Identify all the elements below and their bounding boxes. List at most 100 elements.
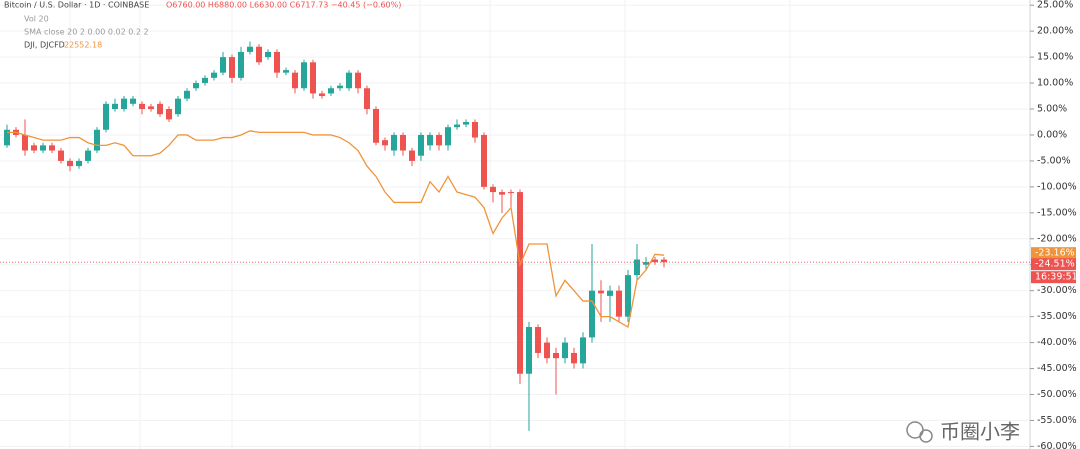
candle-body bbox=[346, 72, 352, 89]
candle-body bbox=[445, 127, 451, 146]
candle-body bbox=[391, 134, 397, 151]
candle-body bbox=[661, 259, 667, 263]
y-tick-label: -20.00% bbox=[1037, 233, 1077, 244]
candle-body bbox=[283, 70, 289, 73]
candle-body bbox=[67, 160, 73, 167]
candle-body bbox=[121, 98, 127, 110]
candle-body bbox=[535, 327, 541, 353]
candle-body bbox=[103, 103, 109, 130]
y-tick-label: -5.00% bbox=[1037, 155, 1071, 166]
y-tick-label: 10.00% bbox=[1037, 78, 1073, 89]
candle-body bbox=[274, 51, 280, 73]
candle-body bbox=[616, 290, 622, 317]
candle-body bbox=[337, 85, 343, 89]
candle-body bbox=[643, 262, 649, 265]
candle-body bbox=[571, 352, 577, 364]
candle-body bbox=[202, 77, 208, 84]
candle-body bbox=[157, 103, 163, 115]
candle-body bbox=[427, 134, 433, 146]
candle-body bbox=[265, 51, 271, 58]
y-tick-label: 25.00% bbox=[1037, 0, 1073, 11]
y-tick-label: -55.00% bbox=[1037, 415, 1077, 426]
candle-body bbox=[166, 109, 172, 120]
candle-body bbox=[139, 103, 145, 110]
candle-body bbox=[211, 72, 217, 78]
candle-body bbox=[328, 88, 334, 94]
candle-body bbox=[481, 134, 487, 187]
candle-body bbox=[229, 57, 235, 78]
candle-body bbox=[598, 290, 604, 294]
y-tick-label: -50.00% bbox=[1037, 389, 1077, 400]
candle-body bbox=[526, 327, 532, 374]
legend-dji-value: 22552.18 bbox=[64, 41, 102, 50]
candle-body bbox=[400, 134, 406, 151]
candle-body bbox=[292, 72, 298, 89]
y-tick-label: -60.00% bbox=[1037, 441, 1077, 449]
vertical-grid bbox=[69, 0, 791, 449]
candle-body bbox=[238, 51, 244, 78]
candle-body bbox=[193, 83, 199, 89]
y-tick-label: 0.00% bbox=[1037, 129, 1067, 140]
candle-body bbox=[499, 192, 505, 195]
price-label: -23.16% bbox=[1035, 248, 1075, 259]
candle-body bbox=[634, 259, 640, 276]
legend-dji: DJI, DJCFD bbox=[24, 41, 65, 50]
time-chip bbox=[1031, 271, 1076, 284]
y-tick-label: -30.00% bbox=[1037, 285, 1077, 296]
candle-body bbox=[652, 259, 658, 263]
candle-body bbox=[40, 145, 46, 151]
candle-body bbox=[301, 62, 307, 89]
candle-body bbox=[409, 150, 415, 161]
y-tick-label: -15.00% bbox=[1037, 207, 1077, 218]
y-tick-label: 5.00% bbox=[1037, 104, 1067, 115]
candle-body bbox=[175, 98, 181, 115]
candle-body bbox=[112, 103, 118, 110]
candle-body bbox=[247, 46, 253, 52]
candle-body bbox=[31, 145, 37, 151]
y-tick-label: -45.00% bbox=[1037, 363, 1077, 374]
candle-body bbox=[355, 72, 361, 89]
candle-body bbox=[184, 90, 190, 99]
indicator-sma: SMA close 20 2 0.00 0.02 0.2 2 bbox=[24, 28, 149, 37]
candle-body bbox=[49, 145, 55, 151]
candle-body bbox=[589, 290, 595, 338]
candle-body bbox=[508, 192, 514, 194]
candle-body bbox=[130, 98, 136, 104]
y-tick-label: -40.00% bbox=[1037, 337, 1077, 348]
candle-body bbox=[607, 290, 613, 296]
candle-body bbox=[22, 134, 28, 151]
indicator-vol: Vol 20 bbox=[24, 15, 49, 24]
candle-body bbox=[553, 352, 559, 359]
candle-body bbox=[625, 275, 631, 317]
candle-body bbox=[85, 150, 91, 161]
line-series bbox=[7, 130, 665, 329]
candle-body bbox=[319, 93, 325, 97]
candle-body bbox=[364, 88, 370, 110]
candle-body bbox=[220, 57, 226, 73]
watermark-icon bbox=[906, 421, 933, 443]
candle-body bbox=[4, 129, 10, 146]
candle-body bbox=[256, 46, 262, 63]
candle-body bbox=[454, 124, 460, 128]
y-tick-label: -35.00% bbox=[1037, 311, 1077, 322]
candle-body bbox=[373, 109, 379, 143]
candle-body bbox=[94, 129, 100, 151]
time-label: 16:39:51 bbox=[1035, 272, 1078, 283]
y-tick-label: -10.00% bbox=[1037, 181, 1077, 192]
candle-body bbox=[382, 140, 388, 146]
candle-body bbox=[472, 121, 478, 138]
candle-body bbox=[463, 121, 469, 125]
watermark: 币圈小李 bbox=[940, 420, 1020, 444]
candle-body bbox=[418, 134, 424, 156]
y-tick-label: 15.00% bbox=[1037, 52, 1073, 63]
candle-body bbox=[517, 192, 523, 374]
candle-body bbox=[310, 62, 316, 94]
candle-body bbox=[580, 337, 586, 364]
legend-ohlc: O6760.00 H6880.00 L6630.00 C6717.73 −40.… bbox=[166, 1, 401, 10]
legend-title: Bitcoin / U.S. Dollar · 1D · COINBASE bbox=[4, 1, 149, 10]
price-chip bbox=[1031, 258, 1076, 271]
candle-body bbox=[58, 150, 64, 161]
price-label: -24.51% bbox=[1035, 259, 1075, 270]
candle-body bbox=[76, 160, 82, 167]
